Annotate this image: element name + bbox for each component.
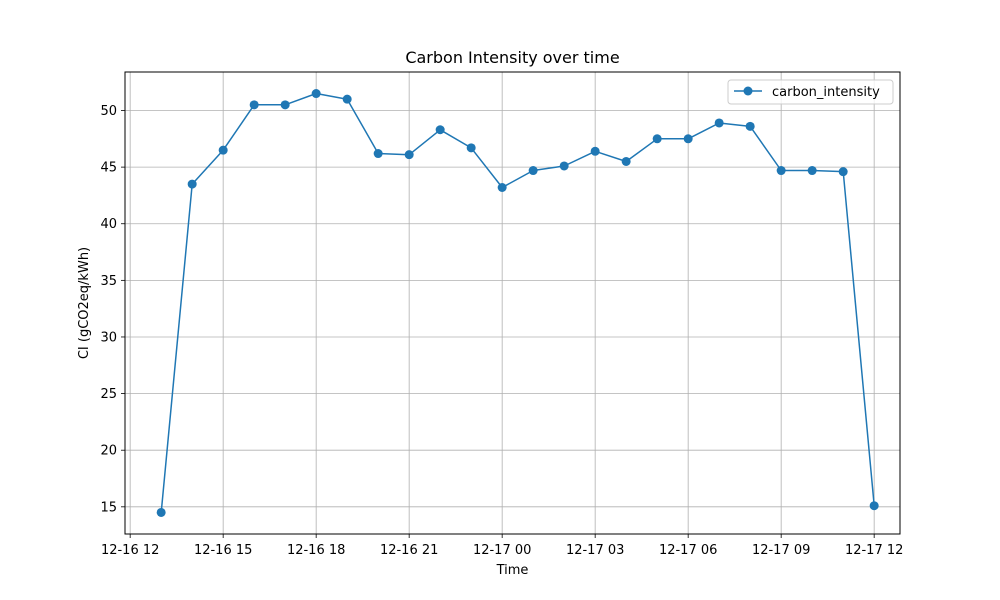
data-point [156,507,166,517]
x-tick-label: 12-17 09 [752,543,810,558]
data-point [559,161,569,171]
series-line [160,92,875,513]
series-layer [156,89,879,517]
x-tick-label: 12-17 00 [473,543,531,558]
data-point [187,179,197,189]
y-tick-label: 25 [100,387,117,402]
y-tick-label: 30 [100,330,117,345]
x-tick-label: 12-16 18 [287,543,345,558]
data-point [869,501,879,511]
data-point [776,166,786,176]
y-tick-label: 50 [100,104,117,119]
data-point [218,145,228,155]
plot-frame [124,71,901,535]
y-tick-label: 15 [100,500,117,515]
data-point [435,125,445,135]
data-point [683,134,693,144]
data-point [249,100,259,110]
data-point [807,166,817,176]
data-point [745,121,755,131]
data-point [404,150,414,160]
legend-box [727,79,894,105]
x-axis-title: Time [496,563,529,578]
x-tick-label: 12-17 12 [845,543,903,558]
chart-title: Carbon Intensity over time [405,48,619,67]
x-tick-label: 12-17 06 [659,543,717,558]
legend: carbon_intensity [727,79,894,105]
y-tick-label: 40 [100,217,117,232]
data-point [373,149,383,159]
data-point [497,183,507,192]
grid [125,72,900,534]
data-point [652,134,662,144]
data-point [342,94,352,104]
data-point [280,100,290,110]
ticks: 12-16 12 12-16 15 12-16 18 12-16 21 12-17 00… [100,104,903,558]
y-tick-label: 20 [100,444,117,459]
y-axis-title: CI (gCO2eq/kWh) [77,247,92,359]
x-tick-label: 12-16 12 [101,543,159,558]
y-tick-label: 35 [100,274,117,289]
data-point [621,156,631,166]
data-point [466,143,476,153]
data-point [528,166,538,176]
data-point [714,118,724,128]
data-point [590,146,600,156]
y-tick-label: 45 [100,161,117,176]
x-tick-label: 12-16 21 [380,543,438,558]
legend-marker [743,86,753,96]
x-tick-label: 12-16 15 [194,543,252,558]
x-tick-label: 12-17 03 [566,543,624,558]
legend-label: carbon_intensity [772,85,880,100]
data-point [311,89,321,99]
data-point [838,167,848,177]
